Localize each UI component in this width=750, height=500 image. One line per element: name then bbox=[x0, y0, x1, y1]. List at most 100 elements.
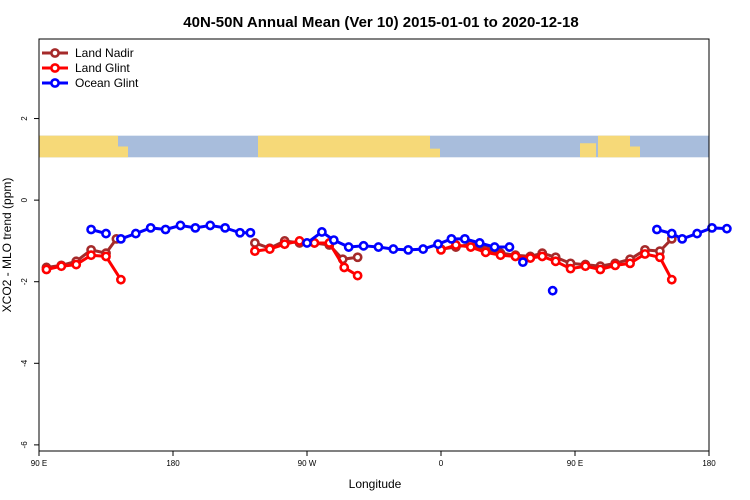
data-point-ocean-glint bbox=[388, 244, 399, 254]
legend-item-land-nadir: Land Nadir bbox=[42, 46, 134, 60]
data-point-land-glint bbox=[450, 240, 461, 250]
data-point-land-glint bbox=[264, 244, 275, 254]
series-layer bbox=[41, 220, 732, 296]
legend-item-land-glint: Land Glint bbox=[42, 61, 130, 75]
data-point-land-glint bbox=[294, 236, 305, 246]
x-tick-label: 0 bbox=[439, 459, 444, 468]
data-point-ocean-glint bbox=[101, 228, 111, 239]
data-point-ocean-glint bbox=[130, 228, 141, 239]
series-line-ocean-glint bbox=[120, 223, 251, 241]
data-point-ocean-glint bbox=[721, 223, 732, 234]
data-point-ocean-glint bbox=[220, 222, 231, 233]
land-band bbox=[118, 146, 128, 158]
legend-marker bbox=[50, 48, 60, 58]
data-point-land-glint bbox=[495, 250, 506, 261]
x-tick-label: 180 bbox=[166, 459, 180, 468]
y-tick-label: -2 bbox=[20, 278, 29, 286]
y-tick-label: 2 bbox=[20, 116, 29, 121]
data-point-ocean-glint bbox=[707, 222, 717, 233]
data-point-ocean-glint bbox=[459, 233, 470, 244]
y-tick-label: 0 bbox=[20, 197, 29, 202]
series-ocean-glint bbox=[86, 220, 732, 296]
data-point-ocean-glint bbox=[651, 224, 662, 235]
data-point-ocean-glint bbox=[175, 220, 186, 231]
data-point-ocean-glint bbox=[446, 233, 457, 244]
data-point-ocean-glint bbox=[677, 233, 688, 244]
y-axis-label: XCO2 - MLO trend (ppm) bbox=[0, 178, 14, 313]
data-point-ocean-glint bbox=[205, 220, 216, 231]
data-point-land-glint bbox=[510, 251, 521, 262]
x-tick-label: 90 W bbox=[298, 459, 317, 468]
data-point-ocean-glint bbox=[433, 239, 443, 250]
data-point-land-glint bbox=[595, 264, 606, 275]
data-point-ocean-glint bbox=[474, 238, 485, 248]
data-point-land-glint bbox=[339, 262, 350, 273]
data-point-land-glint bbox=[580, 261, 591, 272]
data-point-land-glint bbox=[71, 259, 82, 270]
data-point-land-glint bbox=[610, 260, 621, 271]
land-band bbox=[430, 148, 440, 158]
data-point-ocean-glint bbox=[343, 242, 354, 252]
data-point-land-nadir bbox=[249, 238, 260, 248]
data-point-ocean-glint bbox=[160, 224, 171, 235]
data-point-land-glint bbox=[101, 251, 111, 262]
data-point-ocean-glint bbox=[504, 242, 515, 252]
data-point-ocean-glint bbox=[190, 222, 201, 233]
data-point-ocean-glint bbox=[403, 244, 414, 255]
data-point-ocean-glint bbox=[547, 285, 558, 296]
data-point-ocean-glint bbox=[328, 235, 339, 246]
data-point-land-glint bbox=[640, 249, 650, 259]
data-point-ocean-glint bbox=[517, 257, 528, 268]
land-band bbox=[580, 143, 596, 158]
data-point-land-nadir bbox=[352, 252, 363, 263]
x-axis: 90 E 180 90 W 0 90 E 180 bbox=[31, 451, 716, 468]
data-point-land-glint bbox=[279, 239, 290, 250]
data-point-land-glint bbox=[56, 261, 67, 272]
y-axis: 2 0 -2 -4 -6 bbox=[20, 116, 39, 449]
data-point-ocean-glint bbox=[666, 228, 677, 239]
data-point-land-glint bbox=[480, 247, 491, 258]
data-point-land-glint bbox=[115, 274, 126, 285]
y-tick-label: -4 bbox=[20, 359, 29, 367]
data-point-land-glint bbox=[537, 251, 548, 262]
data-point-land-glint bbox=[654, 252, 665, 263]
data-point-ocean-glint bbox=[302, 238, 312, 248]
y-tick-label: -6 bbox=[20, 441, 29, 449]
data-point-ocean-glint bbox=[115, 233, 126, 244]
data-point-ocean-glint bbox=[235, 227, 245, 238]
plot-frame bbox=[38, 38, 710, 452]
legend-label: Land Glint bbox=[75, 61, 130, 75]
data-point-ocean-glint bbox=[692, 228, 702, 239]
x-tick-label: 90 E bbox=[567, 459, 583, 468]
data-point-ocean-glint bbox=[418, 244, 429, 254]
legend-marker bbox=[50, 63, 60, 73]
data-point-ocean-glint bbox=[245, 227, 256, 238]
legend-marker bbox=[50, 78, 60, 88]
data-point-ocean-glint bbox=[316, 227, 327, 237]
land-band bbox=[258, 135, 430, 158]
data-point-ocean-glint bbox=[145, 222, 156, 233]
land-band bbox=[39, 135, 118, 158]
data-point-land-glint bbox=[86, 250, 97, 261]
x-tick-label: 180 bbox=[702, 459, 716, 468]
data-point-land-glint bbox=[352, 270, 363, 281]
world-map-strip bbox=[39, 135, 709, 158]
x-tick-label: 90 E bbox=[31, 459, 47, 468]
legend-label: Land Nadir bbox=[75, 46, 134, 60]
data-point-land-glint bbox=[249, 246, 260, 257]
series-land-glint bbox=[41, 236, 677, 285]
data-point-land-glint bbox=[465, 242, 476, 252]
data-point-land-glint bbox=[666, 274, 677, 285]
legend-item-ocean-glint: Ocean Glint bbox=[42, 76, 139, 90]
x-axis-label: Longitude bbox=[349, 477, 402, 491]
data-point-land-glint bbox=[625, 258, 635, 269]
data-point-ocean-glint bbox=[86, 224, 97, 235]
data-point-land-glint bbox=[41, 264, 52, 275]
data-point-ocean-glint bbox=[373, 242, 384, 252]
data-point-land-glint bbox=[550, 256, 561, 267]
data-point-ocean-glint bbox=[358, 240, 369, 251]
land-band bbox=[630, 146, 640, 158]
land-band bbox=[598, 135, 630, 158]
